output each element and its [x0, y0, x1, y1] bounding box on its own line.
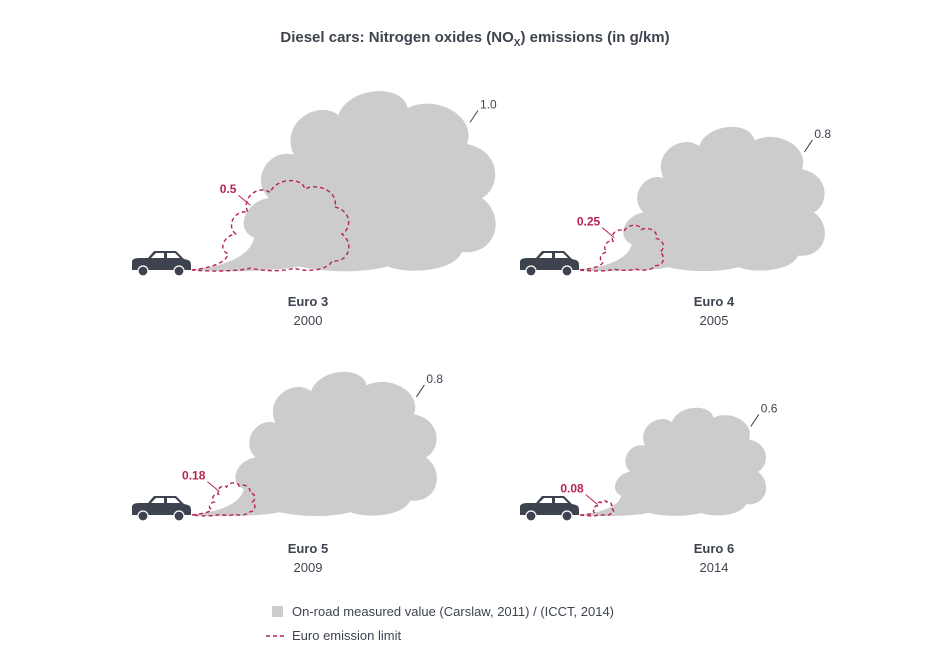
chart-title-end: ) emissions (in g/km): [520, 29, 669, 46]
on-road-cloud: [192, 371, 437, 517]
limit-outline: [191, 482, 256, 517]
on-road-leader: [469, 110, 479, 123]
on-road-leader: [803, 139, 813, 153]
limit-leader: [585, 494, 599, 506]
car-icon: [520, 251, 579, 277]
year-label: 2009: [294, 560, 323, 575]
on-road-value-label: 1.0: [480, 97, 497, 111]
chart-title-subscript: X: [514, 38, 521, 49]
on-road-value-label: 0.8: [814, 127, 831, 141]
car-icon: [132, 496, 191, 522]
standard-label: Euro 3: [288, 294, 328, 309]
year-label: 2014: [700, 560, 729, 575]
on-road-cloud: [580, 126, 825, 272]
standard-label: Euro 6: [694, 541, 734, 556]
limit-value-label: 0.18: [182, 469, 206, 483]
chart-title: Diesel cars: Nitrogen oxides (NOX) emiss…: [280, 29, 669, 49]
legend-label-on-road: On-road measured value (Carslaw, 2011) /…: [292, 604, 614, 619]
year-label: 2000: [294, 313, 323, 328]
on-road-value-label: 0.6: [761, 401, 778, 415]
year-label: 2005: [700, 313, 729, 328]
limit-value-label: 0.08: [560, 482, 584, 496]
car-icon: [132, 251, 191, 277]
standard-label: Euro 5: [288, 541, 328, 556]
legend-swatch-on-road: [272, 606, 283, 617]
on-road-cloud: [580, 407, 767, 517]
panel-euro-5: 0.8 0.18 Euro 5 2009: [132, 371, 443, 575]
limit-outline: [191, 179, 350, 272]
panel-euro-3: 1.0 0.5 Euro 3 2000: [132, 91, 497, 328]
standard-label: Euro 4: [694, 294, 735, 309]
legend: On-road measured value (Carslaw, 2011) /…: [266, 604, 614, 643]
legend-label-limit: Euro emission limit: [292, 628, 401, 643]
limit-leader: [238, 194, 251, 206]
limit-outline: [579, 500, 615, 517]
chart-title-main: Diesel cars: Nitrogen oxides (NO: [280, 29, 514, 46]
on-road-cloud: [192, 91, 496, 272]
car-icon: [520, 496, 579, 522]
limit-outline: [579, 224, 665, 272]
on-road-value-label: 0.8: [426, 372, 443, 386]
panel-euro-4: 0.8 0.25 Euro 4 2005: [520, 126, 831, 328]
on-road-leader: [415, 384, 425, 398]
limit-value-label: 0.5: [220, 182, 237, 196]
panels: 1.0 0.5 Euro 3 2000 0.8 0.25 Euro 4 2005 0.8 0.18…: [132, 91, 831, 575]
limit-leader: [601, 227, 615, 238]
panel-euro-6: 0.6 0.08 Euro 6 2014: [520, 401, 778, 575]
on-road-leader: [750, 414, 760, 427]
limit-value-label: 0.25: [577, 215, 601, 229]
limit-leader: [207, 481, 220, 493]
